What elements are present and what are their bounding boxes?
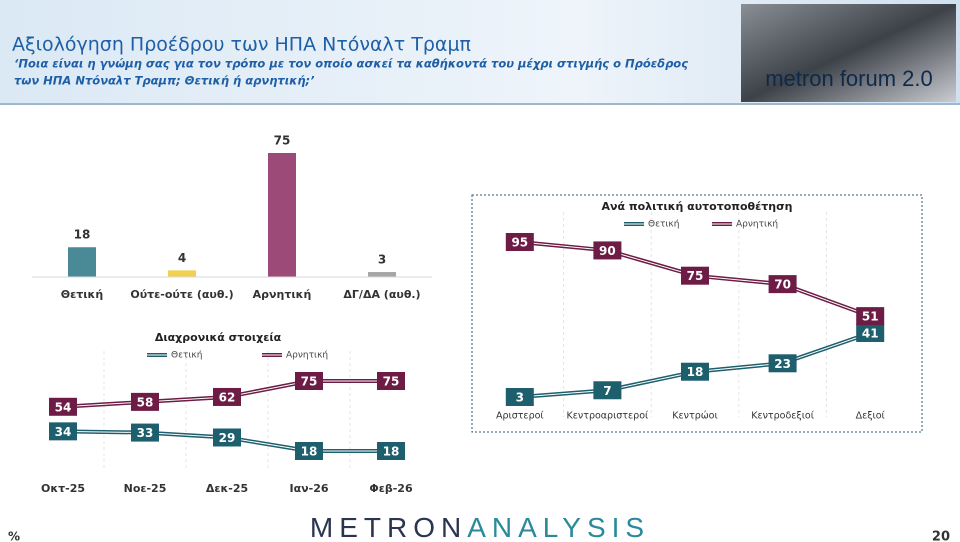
bar <box>68 247 96 277</box>
value-label: 18 <box>301 445 318 459</box>
category-label: Ιαν-26 <box>289 482 328 495</box>
value-label: 95 <box>511 236 528 250</box>
category-label: Φεβ-26 <box>369 482 413 495</box>
point-box <box>49 397 77 416</box>
category-label: Αριστεροί <box>496 411 544 422</box>
point-box <box>295 372 323 390</box>
point-box <box>131 392 159 411</box>
point-box <box>131 423 159 442</box>
value-label: 18 <box>687 365 704 379</box>
point-box <box>377 442 405 460</box>
value-label: 75 <box>301 375 318 389</box>
title: Αξιολόγηση Προέδρου των ΗΠΑ Ντόναλτ Τραμ… <box>12 34 471 56</box>
logo-text: metron forum 2.0 <box>765 66 933 91</box>
legend-label: Θετική <box>171 351 202 361</box>
chart-title: Διαχρονικά στοιχεία <box>155 331 282 344</box>
point-box <box>681 362 709 381</box>
category-label: Δεξιοί <box>856 411 886 422</box>
value-label: 33 <box>137 426 154 440</box>
subtitle: ‘Ποια είναι η γνώμη σας για τον τρόπο με… <box>14 57 688 71</box>
point-box <box>505 388 534 406</box>
point-box <box>377 372 405 390</box>
point-box <box>213 428 241 447</box>
value-label: 90 <box>599 244 616 258</box>
value-label: 75 <box>687 269 704 283</box>
point-box <box>768 275 797 294</box>
category-label: Κεντροαριστεροί <box>567 411 649 422</box>
brand: METRONANALYSIS <box>310 512 650 542</box>
value-label: 18 <box>383 445 400 459</box>
unit: % <box>8 530 20 542</box>
logo-image <box>741 4 956 102</box>
value-label: 34 <box>55 425 72 439</box>
value-label: 70 <box>774 278 791 292</box>
page-number: 20 <box>932 530 950 542</box>
category-label: Αρνητική <box>253 288 312 301</box>
category-label: Κεντροδεξιοί <box>751 411 815 422</box>
point-box <box>681 266 709 285</box>
value-label: 23 <box>774 357 791 371</box>
value-label: 18 <box>74 228 91 242</box>
value-label: 29 <box>219 431 236 445</box>
bar <box>168 270 196 277</box>
brand-right: ANALYSIS <box>467 512 650 542</box>
category-label: ΔΓ/ΔΑ (αυθ.) <box>343 288 420 301</box>
value-label: 3 <box>516 391 524 405</box>
value-label: 3 <box>378 253 386 267</box>
point-box <box>213 387 241 406</box>
bar <box>368 272 396 277</box>
bar <box>268 153 296 277</box>
value-label: 75 <box>274 134 291 148</box>
value-label: 75 <box>383 375 400 389</box>
point-box <box>295 442 323 460</box>
value-label: 4 <box>178 251 186 265</box>
category-label: Οκτ-25 <box>41 482 85 495</box>
point-box <box>593 241 622 260</box>
category-label: Θετική <box>61 288 103 301</box>
value-label: 54 <box>55 400 72 414</box>
header-rule <box>0 103 960 105</box>
chart-frame <box>471 194 923 433</box>
category-label: Νοε-25 <box>124 482 167 495</box>
value-label: 7 <box>603 384 611 398</box>
value-label: 41 <box>862 326 879 340</box>
category-label: Κεντρώοι <box>672 411 717 422</box>
legend-label: Αρνητική <box>736 220 778 230</box>
category-label: Δεκ-25 <box>206 482 248 495</box>
legend-label: Αρνητική <box>286 351 328 361</box>
point-box <box>49 422 77 441</box>
chart-title: Ανά πολιτική αυτοτοποθέτηση <box>601 200 792 213</box>
legend-label: Θετική <box>648 220 679 230</box>
point-box <box>593 381 622 400</box>
point-box <box>768 354 797 373</box>
point-box <box>856 323 885 342</box>
brand-left: METRON <box>310 512 467 542</box>
value-label: 51 <box>862 310 879 324</box>
subtitle: των ΗΠΑ Ντόναλτ Τραμπ; Θετική ή αρνητική… <box>14 74 315 88</box>
value-label: 62 <box>219 390 236 404</box>
value-label: 58 <box>137 395 154 409</box>
category-label: Ούτε-ούτε (αυθ.) <box>130 288 233 301</box>
point-box <box>505 233 534 251</box>
point-box <box>856 307 885 326</box>
